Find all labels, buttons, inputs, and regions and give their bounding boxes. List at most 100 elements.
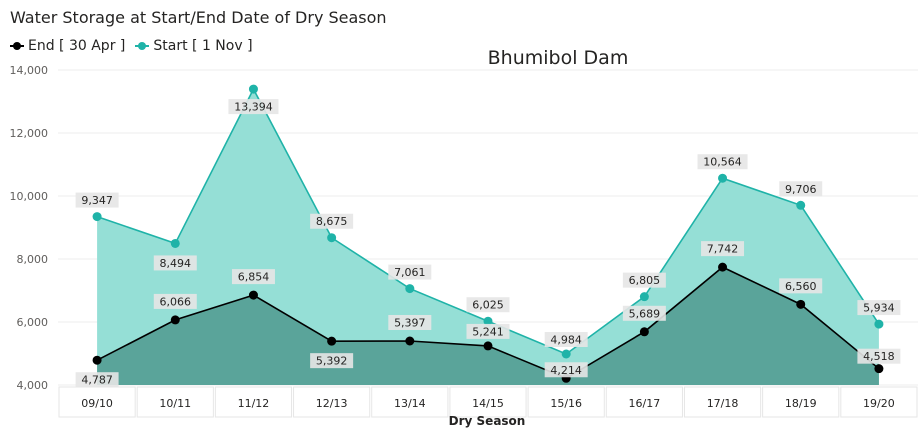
x-tick-box <box>293 386 371 418</box>
x-tick-label: 10/11 <box>159 397 191 410</box>
data-point-end <box>327 336 337 346</box>
data-point-start <box>92 212 102 222</box>
data-label-bg <box>466 297 510 313</box>
data-point-start <box>405 284 415 294</box>
data-label-end: 6,854 <box>238 271 270 284</box>
data-label-bg <box>701 241 745 257</box>
y-tick-label: 14,000 <box>10 64 49 77</box>
legend-label-start: Start [ 1 Nov ] <box>153 38 253 54</box>
x-tick-box <box>683 386 762 418</box>
data-label-start: 9,706 <box>785 183 817 196</box>
x-tick-label: 19/20 <box>863 397 895 410</box>
data-point-end <box>248 290 258 300</box>
data-label-end: 6,560 <box>785 280 817 293</box>
data-label-start: 6,025 <box>472 299 504 312</box>
data-label-bg <box>388 264 432 280</box>
data-label-end: 5,392 <box>316 355 348 368</box>
x-tick-box <box>449 386 527 418</box>
data-label-bg <box>153 293 197 309</box>
x-tick-box <box>762 386 840 418</box>
data-point-start <box>248 84 258 94</box>
y-tick-label: 6,000 <box>17 316 49 329</box>
x-tick-label: 16/17 <box>629 397 661 410</box>
x-tick-label: 18/19 <box>785 397 817 410</box>
x-tick-label: 13/14 <box>394 397 426 410</box>
x-tick-label: 15/16 <box>550 397 582 410</box>
x-tick-box <box>840 386 918 418</box>
data-point-end <box>718 262 728 272</box>
data-label-start: 7,061 <box>394 266 426 279</box>
data-label-bg <box>153 255 197 271</box>
legend: End [ 30 Apr ] Start [ 1 Nov ] <box>10 38 263 54</box>
data-label-end: 5,689 <box>629 307 661 320</box>
data-label-bg <box>544 362 588 378</box>
data-label-bg <box>75 372 119 388</box>
data-label-bg <box>697 154 748 170</box>
legend-marker-end-icon <box>10 41 24 51</box>
data-label-end: 4,214 <box>550 364 582 377</box>
data-label-bg <box>779 181 823 197</box>
data-label-bg <box>75 192 119 208</box>
data-label-bg <box>857 348 901 364</box>
data-point-end <box>639 327 649 337</box>
data-point-end <box>874 364 884 374</box>
x-tick-box <box>371 386 449 418</box>
data-point-end <box>483 341 493 351</box>
x-tick-label: 17/18 <box>707 397 739 410</box>
data-point-start <box>483 316 493 326</box>
data-point-end <box>170 315 180 325</box>
data-label-bg <box>228 99 279 115</box>
data-label-end: 7,742 <box>707 243 739 256</box>
data-label-end: 4,787 <box>81 374 113 387</box>
data-label-bg <box>310 213 354 229</box>
data-label-bg <box>231 269 275 285</box>
data-point-end <box>796 299 806 309</box>
x-axis-label: Dry Season <box>449 414 526 428</box>
data-label-start: 6,805 <box>629 274 661 287</box>
x-tick-box <box>214 386 293 418</box>
data-point-end <box>92 355 102 365</box>
data-point-start <box>796 200 806 210</box>
data-point-start <box>327 233 337 243</box>
x-tick-box <box>527 386 605 418</box>
legend-label-end: End [ 30 Apr ] <box>28 38 126 54</box>
data-label-bg <box>622 272 666 288</box>
data-point-start <box>561 349 571 359</box>
legend-item-end[interactable]: End [ 30 Apr ] <box>10 38 125 54</box>
data-label-end: 5,397 <box>394 316 426 329</box>
data-label-bg <box>388 314 432 330</box>
legend-item-start[interactable]: Start [ 1 Nov ] <box>135 38 253 54</box>
legend-marker-start-icon <box>135 41 150 51</box>
data-label-start: 13,394 <box>234 101 273 114</box>
data-label-start: 4,984 <box>550 334 582 347</box>
data-label-end: 4,518 <box>863 350 895 363</box>
data-label-end: 6,066 <box>160 295 192 308</box>
x-tick-box <box>136 386 214 418</box>
y-tick-label: 10,000 <box>10 190 49 203</box>
data-point-start <box>639 292 649 302</box>
data-label-end: 5,241 <box>472 325 504 338</box>
data-label-start: 10,564 <box>703 156 742 169</box>
data-point-start <box>874 319 884 329</box>
data-point-start <box>718 173 728 183</box>
y-tick-label: 4,000 <box>17 379 49 392</box>
data-label-bg <box>857 300 901 316</box>
data-label-bg <box>622 305 666 321</box>
data-label-start: 9,347 <box>81 194 113 207</box>
chart-title: Water Storage at Start/End Date of Dry S… <box>10 8 387 27</box>
data-point-end <box>405 336 415 346</box>
y-tick-label: 12,000 <box>10 127 49 140</box>
data-label-start: 8,494 <box>160 257 192 270</box>
data-label-bg <box>466 323 510 339</box>
y-tick-label: 8,000 <box>17 253 49 266</box>
data-label-start: 5,934 <box>863 302 895 315</box>
x-tick-label: 12/13 <box>316 397 348 410</box>
data-label-bg <box>310 353 354 369</box>
x-tick-box <box>605 386 683 418</box>
x-tick-box <box>58 386 136 418</box>
data-label-bg <box>779 278 823 294</box>
area-end <box>97 267 879 385</box>
data-label-bg <box>544 332 588 348</box>
data-label-start: 8,675 <box>316 215 348 228</box>
